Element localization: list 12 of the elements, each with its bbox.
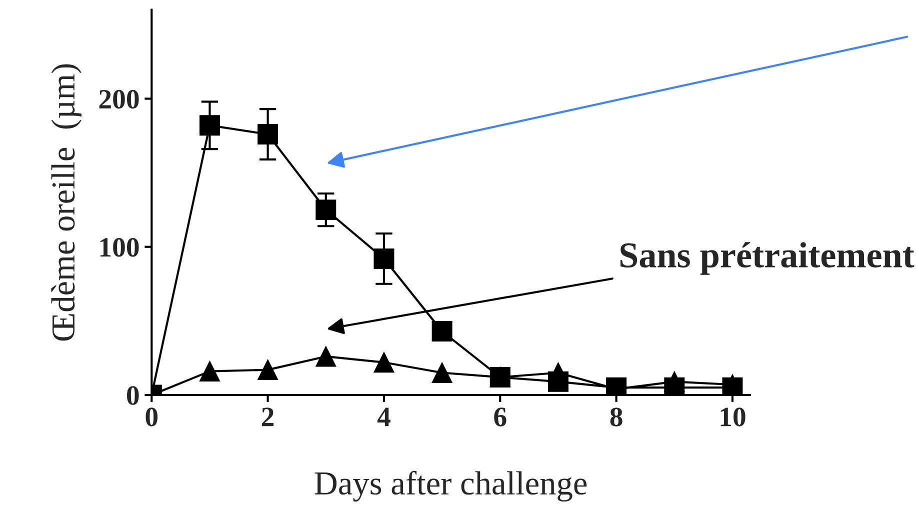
y-tick-label: 0 bbox=[127, 386, 139, 405]
x-tick-label: 0 bbox=[146, 408, 158, 426]
x-axis-title: Days after challenge bbox=[314, 470, 587, 502]
y-tick-label: 200 bbox=[99, 90, 139, 109]
x-tick-label: 6 bbox=[494, 408, 506, 426]
y-tick-label: 100 bbox=[100, 238, 139, 257]
x-tick-label: 8 bbox=[610, 408, 622, 426]
x-tick-label: 10 bbox=[720, 408, 746, 426]
y-axis-title: Œdème oreille (µm) bbox=[51, 64, 82, 341]
annotation: Sans prétraitement bbox=[620, 242, 914, 275]
x-tick-label: 4 bbox=[377, 408, 390, 426]
x-tick-label: 2 bbox=[262, 408, 274, 426]
